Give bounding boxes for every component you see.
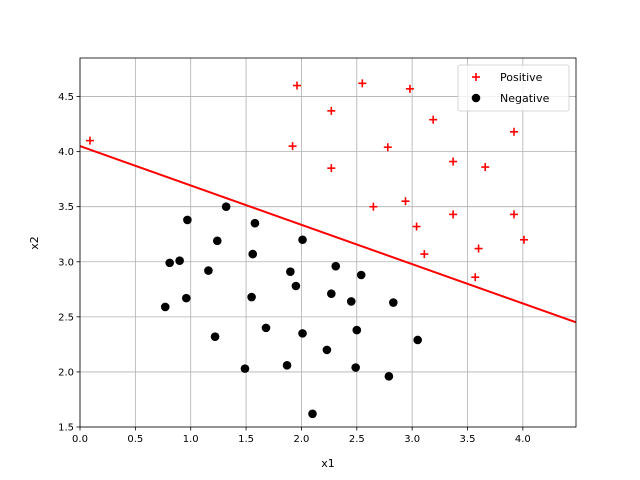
negative-point bbox=[250, 218, 260, 228]
negative-point bbox=[175, 256, 184, 265]
positive-point bbox=[471, 273, 480, 282]
negative-point bbox=[240, 364, 250, 373]
positive-point bbox=[383, 143, 392, 152]
positive-point bbox=[412, 222, 421, 231]
grid bbox=[79, 58, 576, 428]
x-tick-label: 3.0 bbox=[404, 434, 420, 445]
negative-point bbox=[351, 363, 360, 372]
positive-point bbox=[449, 210, 458, 219]
legend-marker-positive bbox=[472, 73, 480, 81]
negative-point bbox=[291, 281, 301, 291]
negative-point bbox=[327, 289, 336, 299]
y-tick-label: 1.5 bbox=[58, 423, 74, 434]
negative-point bbox=[247, 292, 256, 302]
y-tick-label: 2.0 bbox=[58, 367, 74, 378]
x-tick-label: 1.0 bbox=[183, 434, 199, 445]
positive-point bbox=[288, 142, 297, 151]
negative-point bbox=[308, 409, 317, 419]
x-tick-label: 0.0 bbox=[72, 434, 88, 445]
negative-point bbox=[165, 258, 174, 268]
decision-boundary-line bbox=[80, 145, 576, 324]
negative-point bbox=[183, 215, 192, 225]
positive-point bbox=[420, 250, 429, 259]
positive-point bbox=[519, 235, 528, 244]
negative-point bbox=[322, 345, 332, 355]
x-tick-label: 2.5 bbox=[349, 434, 365, 445]
negative-point bbox=[346, 297, 356, 306]
positive-point bbox=[85, 136, 94, 145]
positive-point bbox=[474, 244, 483, 253]
positive-point bbox=[481, 163, 490, 172]
x-tick-label: 3.5 bbox=[460, 434, 476, 445]
negative-point bbox=[248, 249, 258, 259]
negative-point bbox=[160, 302, 170, 312]
legend-label: Positive bbox=[500, 71, 543, 84]
x-tick-label: 0.5 bbox=[127, 434, 143, 445]
y-tick-label: 3.5 bbox=[58, 202, 74, 213]
negative-point bbox=[286, 267, 295, 276]
negative-point bbox=[181, 293, 191, 303]
negative-point bbox=[204, 266, 213, 275]
y-axis-label: x2 bbox=[28, 236, 41, 250]
decision-boundary-layer bbox=[80, 145, 576, 324]
plot-frame bbox=[79, 57, 577, 428]
x-tick-label: 2.0 bbox=[293, 434, 309, 445]
positive-point bbox=[401, 197, 410, 206]
negative-point bbox=[384, 372, 394, 381]
legend-label: Negative bbox=[500, 92, 550, 105]
negative-point bbox=[210, 332, 220, 341]
negative-point bbox=[356, 270, 366, 280]
x-tick-label: 4.0 bbox=[515, 434, 531, 445]
negative-point bbox=[413, 335, 422, 345]
negative-point bbox=[221, 202, 231, 212]
positive-point bbox=[369, 202, 378, 211]
positive-point bbox=[327, 164, 336, 173]
positive-point bbox=[405, 84, 414, 93]
positive-point bbox=[358, 79, 367, 88]
legend-marker-negative bbox=[471, 93, 481, 103]
positive-point bbox=[327, 106, 336, 115]
legend: Positive Negative bbox=[457, 64, 570, 112]
positive-point bbox=[429, 115, 438, 124]
y-axis-ticks: 1.5 2.0 2.5 3.0 3.5 4.0 4.5 bbox=[58, 92, 80, 434]
negative-point bbox=[352, 325, 362, 335]
x-tick-label: 1.5 bbox=[238, 434, 254, 445]
positive-point bbox=[510, 210, 518, 219]
negative-point bbox=[261, 323, 271, 333]
negative-point bbox=[331, 261, 341, 271]
data-points-layer bbox=[85, 79, 528, 419]
negative-point bbox=[389, 298, 398, 307]
y-tick-label: 4.5 bbox=[58, 92, 74, 103]
positive-point bbox=[449, 157, 458, 166]
x-axis-ticks: 0.0 0.5 1.0 1.5 2.0 2.5 3.0 3.5 4.0 bbox=[72, 427, 531, 445]
axes bbox=[79, 57, 577, 428]
negative-point bbox=[298, 329, 307, 338]
y-tick-label: 4.0 bbox=[58, 147, 74, 158]
positive-point bbox=[510, 127, 518, 136]
legend-box bbox=[457, 64, 570, 112]
negative-point bbox=[212, 236, 222, 246]
positive-point bbox=[293, 81, 301, 90]
y-tick-label: 3.0 bbox=[58, 257, 74, 268]
negative-point bbox=[282, 361, 292, 370]
y-tick-label: 2.5 bbox=[58, 312, 74, 323]
negative-point bbox=[298, 235, 307, 245]
x-axis-label: x1 bbox=[321, 457, 335, 470]
